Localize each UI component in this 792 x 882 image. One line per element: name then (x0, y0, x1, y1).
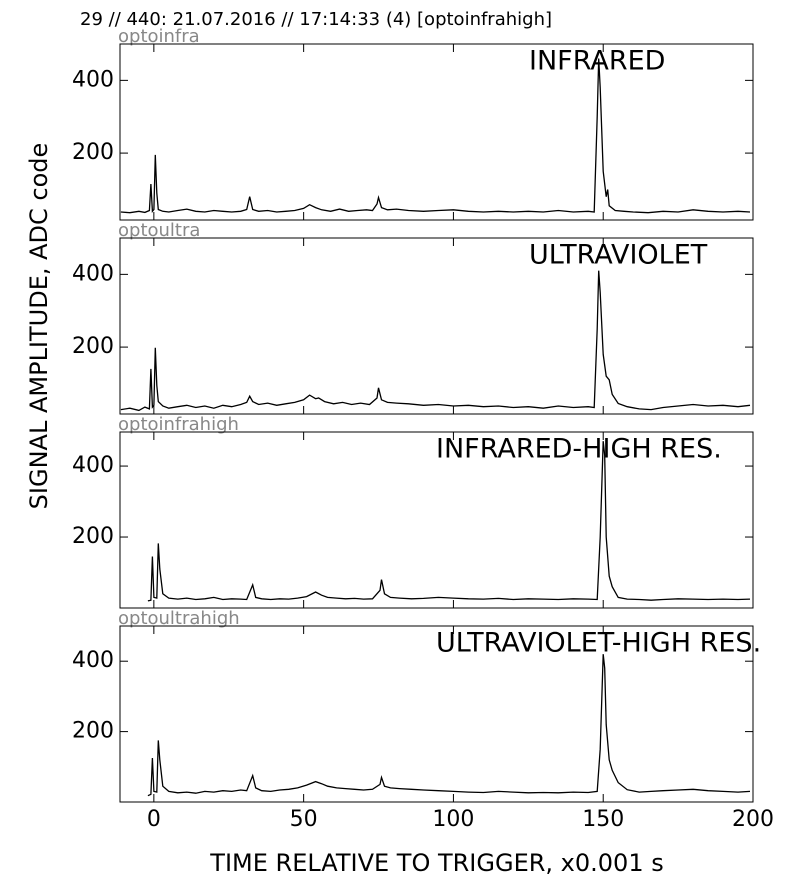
panel-frame (119, 431, 754, 609)
signal-line (120, 270, 751, 412)
panel-annotation: ULTRAVIOLET (529, 240, 708, 271)
y-tick-label: 200 (72, 334, 114, 359)
y-axis-label: SIGNAL AMPLITUDE, ADC code (25, 143, 53, 510)
panel-label: optoultrahigh (118, 608, 240, 629)
y-tick-label: 200 (72, 524, 114, 549)
signal-line (147, 654, 751, 797)
panel-label: optoinfra (118, 26, 200, 47)
x-tick-label: 100 (432, 807, 474, 832)
panel-annotation: INFRARED (529, 46, 665, 77)
y-tick-label: 200 (72, 719, 114, 744)
x-axis-label: TIME RELATIVE TO TRIGGER, x0.001 s (209, 849, 663, 877)
panel-label: optoinfrahigh (118, 414, 239, 435)
panel-frame (119, 237, 754, 415)
x-tick-label: 0 (147, 807, 161, 832)
x-tick-label: 200 (732, 807, 774, 832)
y-tick-label: 200 (72, 140, 114, 165)
panel-frame (119, 625, 754, 803)
panel-frame (119, 43, 754, 221)
figure-title: 29 // 440: 21.07.2016 // 17:14:33 (4) [o… (80, 9, 552, 30)
x-tick-label: 50 (290, 807, 318, 832)
panel-annotation: ULTRAVIOLET-HIGH RES. (436, 628, 761, 659)
panel-annotation: INFRARED-HIGH RES. (436, 434, 722, 465)
y-tick-label: 400 (72, 67, 114, 92)
y-tick-label: 400 (72, 648, 114, 673)
y-tick-label: 400 (72, 453, 114, 478)
signal-line (147, 441, 751, 602)
x-tick-label: 150 (582, 807, 624, 832)
y-tick-label: 400 (72, 261, 114, 286)
signal-line (120, 58, 751, 214)
panel-label: optoultra (118, 220, 200, 241)
